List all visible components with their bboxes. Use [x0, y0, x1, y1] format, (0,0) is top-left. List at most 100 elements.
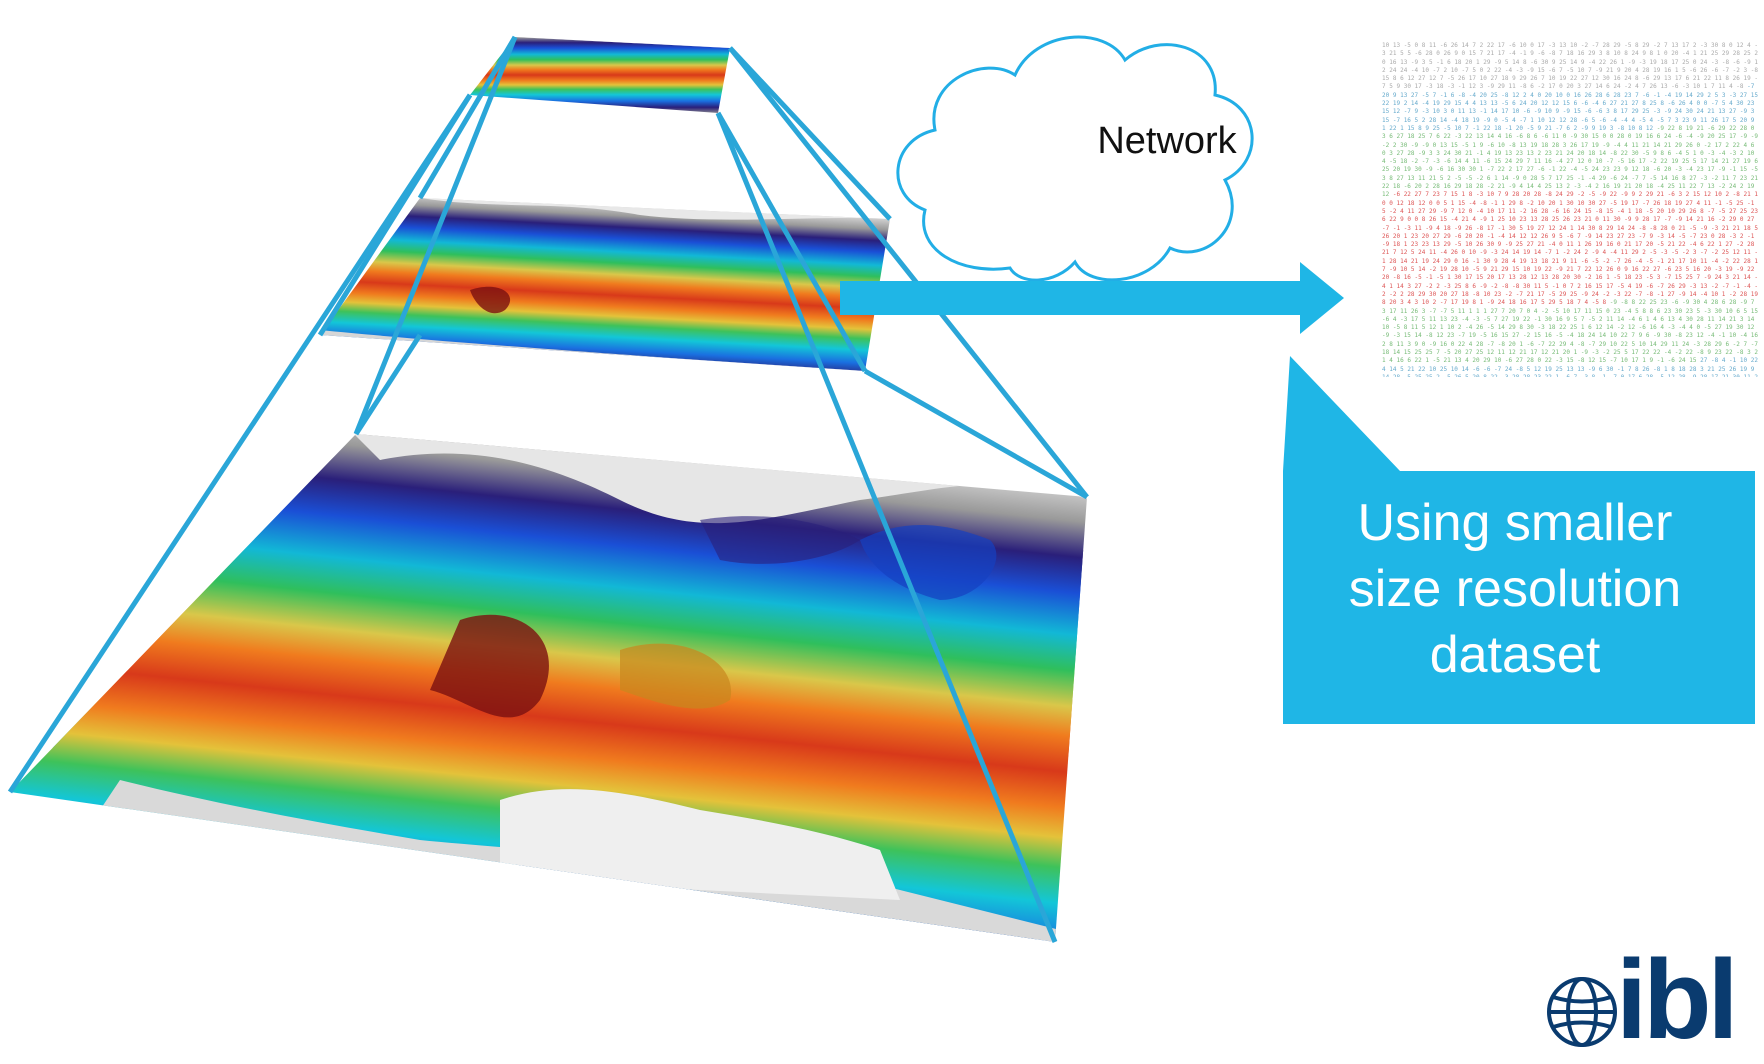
- grid-cell: -5: [1501, 100, 1513, 108]
- grid-cell: -9: [1653, 332, 1664, 340]
- grid-cell: 0: [1389, 199, 1397, 207]
- grid-cell: 29: [1588, 50, 1599, 58]
- grid-cell: 9: [1635, 216, 1643, 224]
- grid-cell: 21: [1606, 66, 1617, 74]
- grid-cell: 25: [1682, 58, 1693, 66]
- grid-cell: 4: [1721, 357, 1730, 365]
- grid-cell: 30: [1692, 299, 1704, 307]
- grid-cell: 1: [1479, 166, 1487, 174]
- grid-cell: 17: [1682, 42, 1693, 49]
- grid-cell: 23: [1664, 307, 1675, 315]
- grid-cell: -3: [1515, 66, 1527, 74]
- grid-cell: 29: [1729, 216, 1740, 224]
- grid-cell: -5: [1472, 266, 1484, 274]
- grid-cell: 6: [1750, 141, 1755, 149]
- grid-cell: 20: [1472, 357, 1484, 365]
- grid-cell: -5: [1689, 224, 1701, 232]
- pyramid-edge-mid-left: [317, 93, 473, 337]
- grid-cell: 7: [1494, 315, 1502, 323]
- grid-cell: 19: [1671, 158, 1683, 166]
- grid-cell: 15: [1454, 100, 1466, 108]
- grid-cell: 17: [1631, 357, 1643, 365]
- grid-cell: 18: [1635, 207, 1646, 215]
- grid-cell: 22: [1418, 365, 1429, 373]
- grid-cell: 10: [1555, 91, 1567, 99]
- grid-cell: 28: [1718, 232, 1730, 240]
- grid-cell: 10: [1544, 108, 1556, 116]
- grid-cell: 21: [1700, 50, 1712, 58]
- grid-cell: 28: [1569, 116, 1581, 124]
- grid-cell: -9: [1555, 266, 1567, 274]
- grid-cell: 10: [1569, 42, 1581, 49]
- grid-cell: -1: [1599, 374, 1610, 377]
- grid-cell: -8: [1392, 274, 1404, 282]
- grid-cell: 30: [1588, 199, 1599, 207]
- grid-cell: 10: [1747, 149, 1755, 157]
- grid-cell: 17: [1707, 166, 1719, 174]
- grid-cell: 14: [1486, 133, 1498, 141]
- grid-cell: -3: [1591, 348, 1603, 356]
- grid-cell: 28: [1476, 340, 1487, 348]
- grid-cell: 14: [1389, 365, 1401, 373]
- grid-cell: -8: [1519, 83, 1531, 91]
- grid-cell: 10: [1479, 75, 1491, 83]
- grid-cell: 10: [1613, 50, 1625, 58]
- grid-cell: 10: [1486, 207, 1498, 215]
- grid-cell: 4: [1465, 100, 1473, 108]
- grid-cell: 12: [1732, 249, 1744, 257]
- grid-cell: 29: [1566, 191, 1578, 199]
- grid-cell: 3: [1407, 340, 1415, 348]
- grid-cell: -4: [1588, 174, 1599, 182]
- grid-cell: 19: [1613, 183, 1625, 191]
- grid-cell: 19: [1526, 224, 1538, 232]
- grid-cell: -8: [1710, 357, 1722, 365]
- grid-cell: 1: [1721, 290, 1730, 298]
- grid-cell: -4: [1421, 100, 1433, 108]
- grid-cell: 20: [1414, 183, 1426, 191]
- grid-cell: 10: [1519, 42, 1531, 49]
- grid-cell: -4: [1439, 249, 1451, 257]
- grid-cell: 3: [1656, 274, 1664, 282]
- grid-cell: 2: [1457, 324, 1466, 332]
- grid-cell: 15: [1501, 332, 1513, 340]
- grid-cell: 15: [1739, 166, 1751, 174]
- grid-cell: -6: [1530, 58, 1542, 66]
- grid-cell: 9: [1580, 58, 1589, 66]
- grid-cell: 8: [1598, 224, 1607, 232]
- grid-cell: 8: [1418, 124, 1426, 132]
- grid-cell: 25: [1736, 199, 1748, 207]
- grid-cell: 15: [1450, 191, 1462, 199]
- grid-cell: -5: [1613, 274, 1625, 282]
- grid-cell: 17: [1700, 158, 1711, 166]
- grid-cell: 21: [1667, 241, 1679, 249]
- grid-cell: -6: [1443, 158, 1455, 166]
- grid-cell: 18: [1454, 58, 1466, 66]
- grid-cell: 17: [1497, 274, 1509, 282]
- grid-cell: 28: [1429, 116, 1440, 124]
- grid-cell: 28: [1743, 257, 1755, 265]
- grid-cell: 28: [1595, 91, 1607, 99]
- grid-cell: 1: [1382, 124, 1390, 132]
- grid-cell: -7: [1656, 282, 1668, 290]
- grid-cell: 12: [1548, 224, 1560, 232]
- grid-cell: 14: [1598, 149, 1610, 157]
- grid-cell: 11: [1631, 141, 1643, 149]
- grid-cell: 0: [1382, 149, 1390, 157]
- grid-cell: 3: [1598, 50, 1607, 58]
- grid-cell: 14: [1747, 315, 1755, 323]
- grid-cell: 5: [1443, 199, 1451, 207]
- grid-cell: 4: [1743, 141, 1751, 149]
- grid-cell: -4: [1627, 315, 1639, 323]
- grid-cell: -1: [1476, 149, 1487, 157]
- grid-cell: 1: [1606, 274, 1614, 282]
- grid-cell: 19: [1653, 66, 1664, 74]
- grid-cell: -9: [1410, 141, 1422, 149]
- grid-cell: 19: [1635, 133, 1646, 141]
- grid-cell: -3: [1700, 42, 1711, 49]
- grid-cell: -7: [1432, 66, 1444, 74]
- grid-cell: 27: [1396, 133, 1408, 141]
- grid-cell: 15: [1674, 274, 1686, 282]
- grid-cell: 4: [1465, 357, 1473, 365]
- grid-cell: 28: [1526, 357, 1538, 365]
- grid-cell: 21: [1461, 216, 1473, 224]
